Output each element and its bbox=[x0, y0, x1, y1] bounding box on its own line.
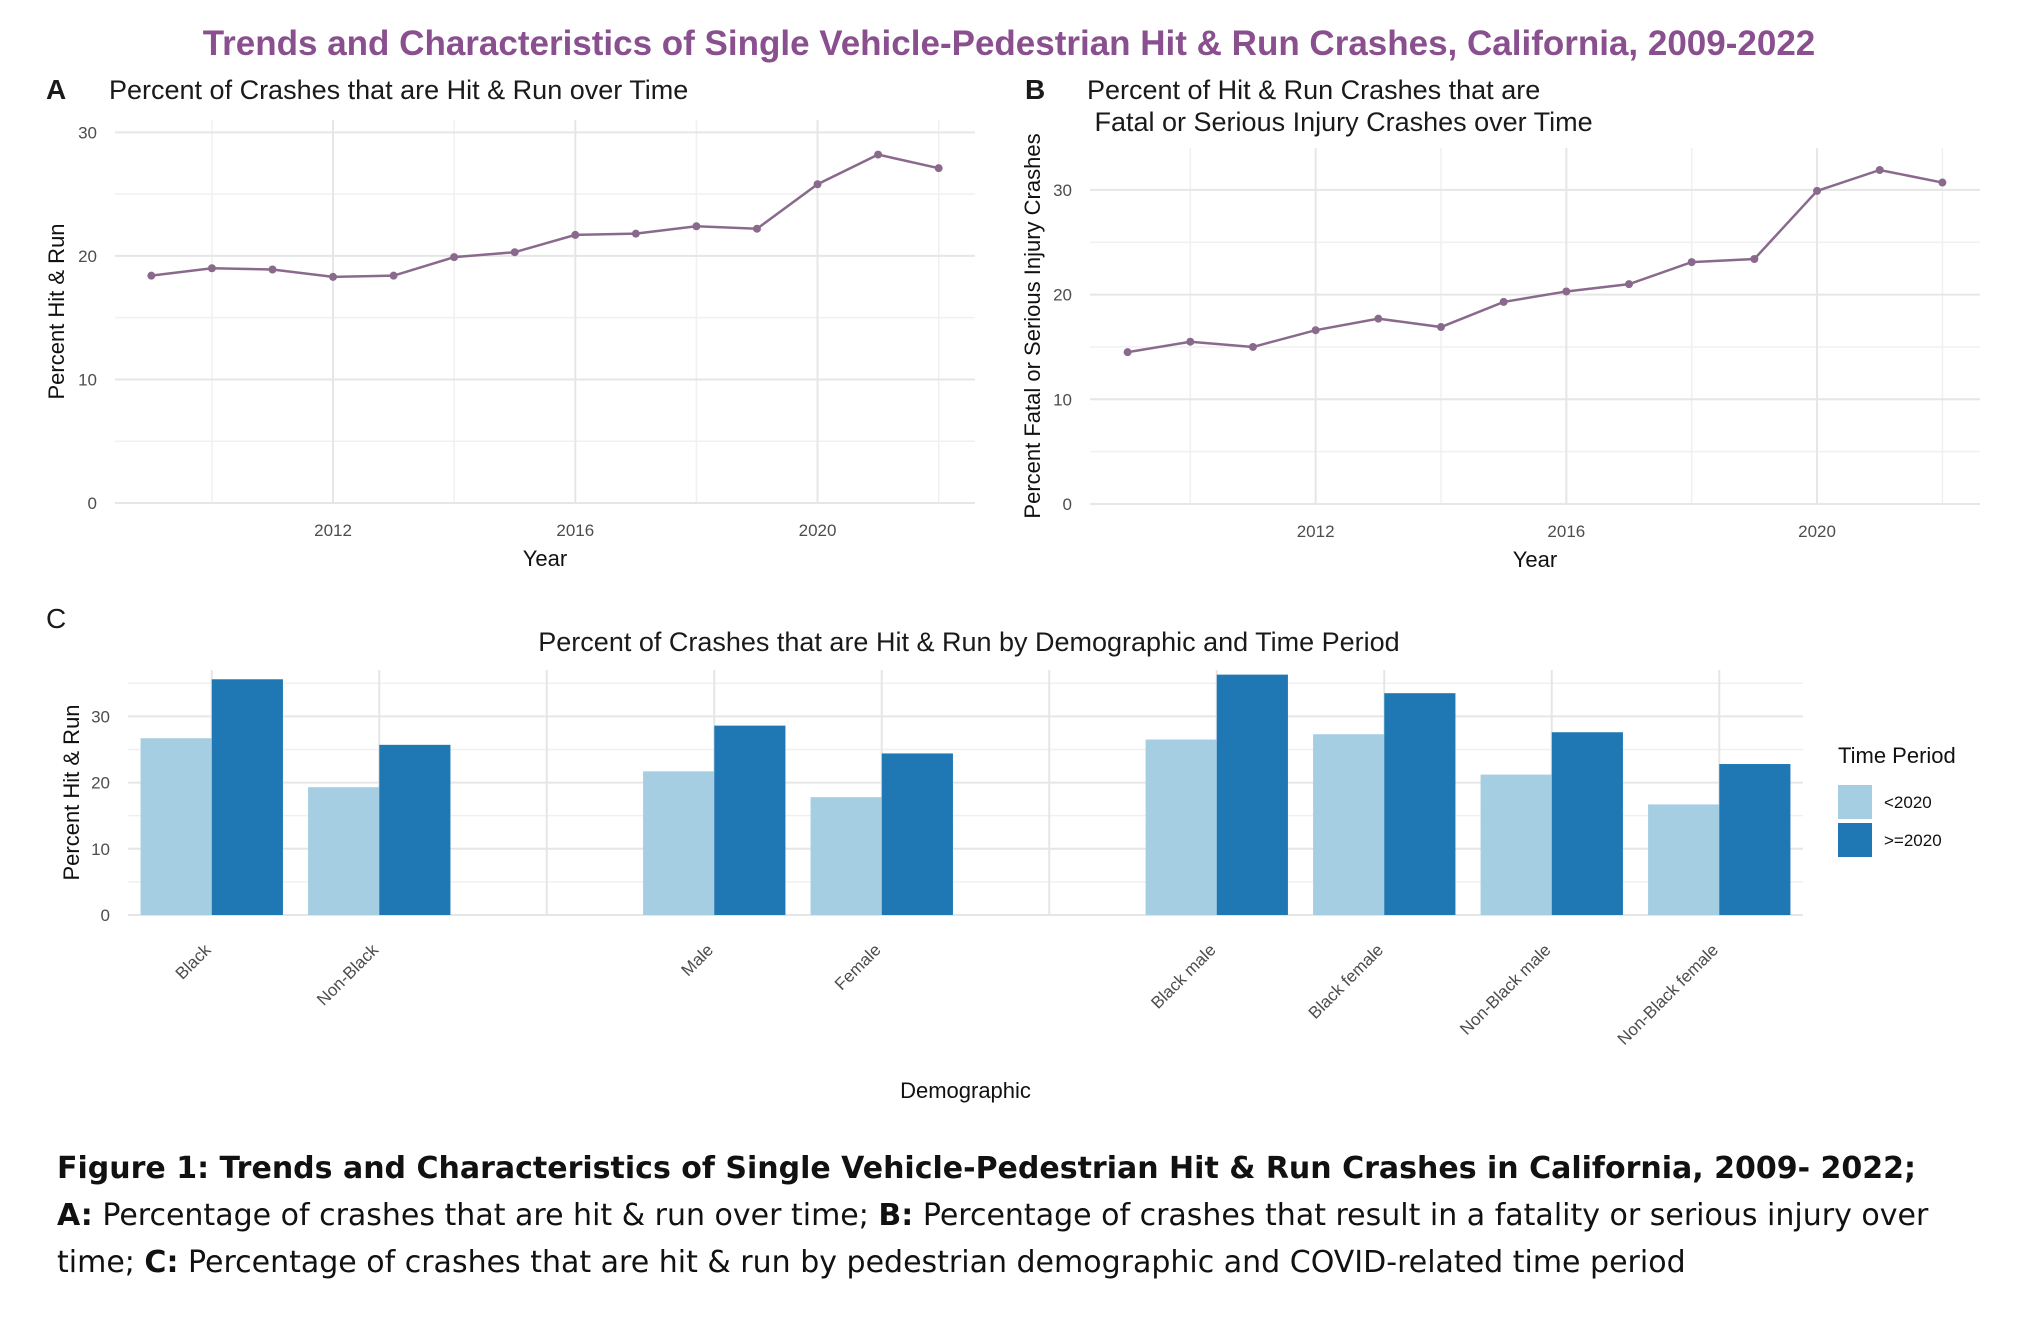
panel-a-letter: A bbox=[46, 74, 67, 105]
caption-heading: Figure 1: Trends and Characteristics of … bbox=[57, 1151, 1916, 1186]
chart-b-point-2012 bbox=[1311, 326, 1320, 335]
chart-a-ytick-label: 30 bbox=[78, 123, 97, 142]
chart-a-point-2013 bbox=[389, 271, 398, 280]
caption-a-text: Percentage of crashes that are hit & run… bbox=[92, 1198, 879, 1233]
figure-caption: Figure 1: Trends and Characteristics of … bbox=[57, 1145, 1997, 1286]
chart-c-bar-non-black-male-pre2020 bbox=[1480, 774, 1552, 915]
chart-a-point-2021 bbox=[874, 150, 883, 159]
chart-a-point-2014 bbox=[450, 253, 459, 262]
chart-a-ytick-label: 10 bbox=[78, 370, 97, 389]
chart-c-xtick-label: Male bbox=[678, 940, 717, 979]
chart-c-xtick-label: Black bbox=[172, 940, 215, 983]
chart-c-bar-black-male-pre2020 bbox=[1145, 739, 1217, 915]
chart-c-bar-non-black-female-pre2020 bbox=[1648, 804, 1720, 915]
caption-c-text: Percentage of crashes that are hit & run… bbox=[178, 1245, 1686, 1280]
chart-c-yaxis-title: Percent Hit & Run bbox=[59, 704, 84, 880]
chart-c-xtick-label: Non-Black male bbox=[1456, 940, 1554, 1038]
chart-c-bar-female-pre2020 bbox=[810, 797, 882, 915]
chart-b-point-2020 bbox=[1813, 186, 1822, 195]
chart-a-point-2018 bbox=[692, 222, 701, 231]
chart-c-xtick-label: Black male bbox=[1147, 940, 1219, 1012]
chart-a-series-line bbox=[151, 153, 939, 279]
chart-c-bar-black-female-pre2020 bbox=[1313, 734, 1385, 915]
chart-a-ytick-label: 20 bbox=[78, 247, 97, 266]
chart-c-bar-black-post2020 bbox=[211, 679, 283, 915]
chart-a-point-2020 bbox=[813, 180, 822, 189]
chart-b-series-line bbox=[1127, 168, 1943, 354]
chart-c-bar-male-pre2020 bbox=[643, 771, 715, 915]
chart-b-xtick-label: 2016 bbox=[1547, 522, 1585, 541]
chart-b-point-2022 bbox=[1938, 178, 1947, 187]
chart-b-point-2009 bbox=[1123, 348, 1132, 357]
panel-a-title: Percent of Crashes that are Hit & Run ov… bbox=[109, 75, 689, 105]
figure-title: Trends and Characteristics of Single Veh… bbox=[202, 24, 1816, 63]
caption-c-label: C: bbox=[144, 1245, 179, 1280]
chart-c-bar-black-male-post2020 bbox=[1216, 674, 1288, 915]
chart-c-legend-label: <2020 bbox=[1884, 793, 1932, 812]
chart-a-xtick-label: 2012 bbox=[314, 521, 352, 540]
chart-b-point-2015 bbox=[1499, 297, 1508, 306]
chart-c-bar-non-black-post2020 bbox=[379, 744, 451, 915]
chart-c-xtick-label: Non-Black female bbox=[1614, 940, 1722, 1048]
chart-c-ytick-label: 20 bbox=[91, 774, 110, 793]
chart-b-point-2014 bbox=[1436, 323, 1445, 332]
chart-c-ytick-label: 0 bbox=[101, 906, 110, 925]
chart-c-xtick-label: Female bbox=[831, 940, 885, 994]
chart-a-point-2009 bbox=[147, 271, 156, 280]
chart-a-point-2016 bbox=[571, 230, 580, 239]
caption-b-label: B: bbox=[878, 1198, 914, 1233]
chart-a-ytick-label: 0 bbox=[88, 494, 97, 513]
chart-b-ytick-label: 10 bbox=[1053, 390, 1072, 409]
chart-c-ytick-label: 10 bbox=[91, 840, 110, 859]
chart-b-xtick-label: 2020 bbox=[1798, 522, 1836, 541]
chart-b-xtick-label: 2012 bbox=[1297, 522, 1335, 541]
chart-c-legend-title: Time Period bbox=[1838, 743, 1956, 768]
chart-c-bar-non-black-female-post2020 bbox=[1719, 764, 1791, 915]
chart-c-legend-swatch-pre2020 bbox=[1838, 785, 1872, 819]
chart-c-xtick-label: Non-Black bbox=[313, 940, 382, 1009]
chart-b-point-2013 bbox=[1374, 314, 1383, 323]
chart-b-point-2019 bbox=[1750, 254, 1759, 263]
chart-c-bar-black-pre2020 bbox=[140, 738, 212, 915]
chart-c-legend-label: >=2020 bbox=[1884, 831, 1942, 850]
chart-b-point-2021 bbox=[1875, 165, 1884, 174]
chart-a-point-2012 bbox=[329, 272, 338, 281]
chart-c-bar-non-black-male-post2020 bbox=[1551, 732, 1623, 915]
chart-a-point-2017 bbox=[631, 229, 640, 238]
chart-c-bar-male-post2020 bbox=[714, 725, 786, 915]
chart-a-point-2011 bbox=[268, 265, 277, 274]
chart-b-ytick-label: 20 bbox=[1053, 286, 1072, 305]
chart-b-point-2018 bbox=[1687, 258, 1696, 267]
caption-a-label: A: bbox=[57, 1198, 93, 1233]
chart-b-point-2010 bbox=[1186, 337, 1195, 346]
chart-c-bar-female-post2020 bbox=[881, 753, 953, 915]
chart-c-ytick-label: 30 bbox=[91, 707, 110, 726]
chart-b-xaxis-title: Year bbox=[1513, 547, 1557, 572]
panel-c-title: Percent of Crashes that are Hit & Run by… bbox=[538, 627, 1400, 657]
chart-b-point-2011 bbox=[1248, 342, 1257, 351]
caption-b-text: Percentage of crashes that result in a f… bbox=[57, 1198, 1929, 1280]
chart-c-xtick-label: Black female bbox=[1305, 940, 1387, 1022]
chart-a-point-2010 bbox=[207, 264, 216, 273]
panel-b-title: Percent of Hit & Run Crashes that are Fa… bbox=[1087, 75, 1593, 137]
chart-a-xaxis-title: Year bbox=[523, 546, 567, 571]
chart-a-xtick-label: 2020 bbox=[799, 521, 837, 540]
chart-a-xtick-label: 2016 bbox=[556, 521, 594, 540]
chart-c-bar-black-female-post2020 bbox=[1384, 693, 1456, 915]
chart-b-point-2016 bbox=[1562, 287, 1571, 296]
chart-a-yaxis-title: Percent Hit & Run bbox=[44, 223, 69, 399]
chart-b-yaxis-title: Percent Fatal or Serious Injury Crashes bbox=[1020, 133, 1045, 518]
chart-b-ytick-label: 30 bbox=[1053, 181, 1072, 200]
chart-b-ytick-label: 0 bbox=[1063, 495, 1072, 514]
chart-a-point-2022 bbox=[934, 164, 943, 173]
chart-b-point-2017 bbox=[1625, 280, 1634, 289]
chart-a-point-2019 bbox=[752, 224, 761, 233]
panel-c-letter: C bbox=[46, 603, 67, 634]
chart-a-point-2015 bbox=[510, 248, 519, 257]
chart-c-xaxis-title: Demographic bbox=[900, 1078, 1031, 1103]
chart-c-bar-non-black-pre2020 bbox=[308, 787, 380, 915]
panel-b-letter: B bbox=[1025, 74, 1046, 105]
chart-c-legend-swatch-post2020 bbox=[1838, 823, 1872, 857]
